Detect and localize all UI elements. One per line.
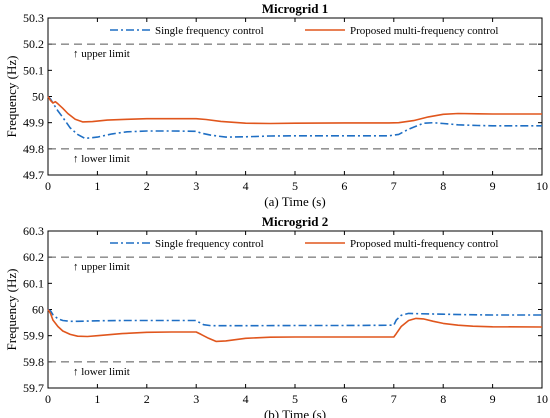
x-tick-label: 7 [391, 392, 397, 406]
x-tick-label: 1 [94, 392, 100, 406]
y-tick-label: 60.2 [23, 250, 44, 264]
chart-panel-2: Microgrid 2 0 1 2 3 4 5 6 7 8 9 10 59.7 59.8 59.9 60 60.… [4, 214, 548, 418]
legend-label: Proposed multi-frequency control [350, 238, 498, 250]
lower-limit-annotation: ↑ lower limit [73, 366, 130, 378]
series-line-proposed-multi-frequency-control [47, 96, 542, 125]
x-axis-label: (a) Time (s) [264, 194, 325, 209]
y-tick-label: 49.7 [23, 168, 44, 182]
series-line-proposed-multi-frequency-control [47, 309, 543, 343]
y-tick-label: 60 [32, 303, 44, 317]
y-tick-label: 50.1 [23, 63, 44, 77]
lower-limit-annotation: ↑ lower limit [73, 153, 130, 165]
x-tick-label: 10 [536, 179, 548, 193]
y-axis-label: Frequency (Hz) [4, 56, 19, 138]
x-tick-label: 6 [341, 392, 347, 406]
x-tick-label: 8 [440, 179, 446, 193]
x-tick-label: 0 [45, 392, 51, 406]
upper-limit-annotation: ↑ upper limit [73, 48, 130, 60]
chart-panel-1: Microgrid 1 0 1 2 3 4 5 6 7 8 9 10 49.7 49.8 49.9 50 50.… [4, 1, 548, 209]
x-tick-label: 10 [536, 392, 548, 406]
x-tick-label: 3 [193, 179, 199, 193]
x-tick-label: 1 [94, 179, 100, 193]
y-tick-label: 49.9 [23, 116, 44, 130]
x-tick-label: 5 [292, 179, 298, 193]
y-tick-label: 49.8 [23, 142, 44, 156]
chart-title: Microgrid 1 [262, 1, 329, 16]
y-tick-label: 59.8 [23, 355, 44, 369]
x-tick-label: 9 [490, 179, 496, 193]
series-line-single-frequency-control [47, 95, 542, 140]
x-tick-label: 3 [193, 392, 199, 406]
x-tick-label: 4 [243, 392, 249, 406]
upper-limit-annotation: ↑ upper limit [73, 261, 130, 273]
y-tick-label: 50.3 [23, 11, 44, 25]
y-tick-label: 50.2 [23, 37, 44, 51]
x-tick-label: 2 [144, 179, 150, 193]
y-tick-label: 50 [32, 90, 44, 104]
x-tick-label: 7 [391, 179, 397, 193]
x-tick-label: 8 [440, 392, 446, 406]
y-tick-label: 60.3 [23, 224, 44, 238]
legend-label: Proposed multi-frequency control [350, 25, 498, 37]
y-tick-label: 59.7 [23, 381, 44, 395]
x-axis-label: (b) Time (s) [264, 407, 326, 418]
series-line-single-frequency-control [47, 308, 542, 327]
x-tick-label: 6 [341, 179, 347, 193]
legend-label: Single frequency control [155, 238, 264, 250]
x-tick-label: 4 [243, 179, 249, 193]
x-tick-label: 5 [292, 392, 298, 406]
plot-frame [47, 17, 543, 176]
x-tick-label: 0 [45, 179, 51, 193]
chart-title: Microgrid 2 [262, 214, 329, 229]
x-tick-label: 2 [144, 392, 150, 406]
plot-frame [47, 230, 543, 389]
y-axis-label: Frequency (Hz) [4, 269, 19, 351]
x-tick-label: 9 [490, 392, 496, 406]
y-tick-label: 60.1 [23, 276, 44, 290]
legend-label: Single frequency control [155, 25, 264, 37]
y-tick-label: 59.9 [23, 329, 44, 343]
